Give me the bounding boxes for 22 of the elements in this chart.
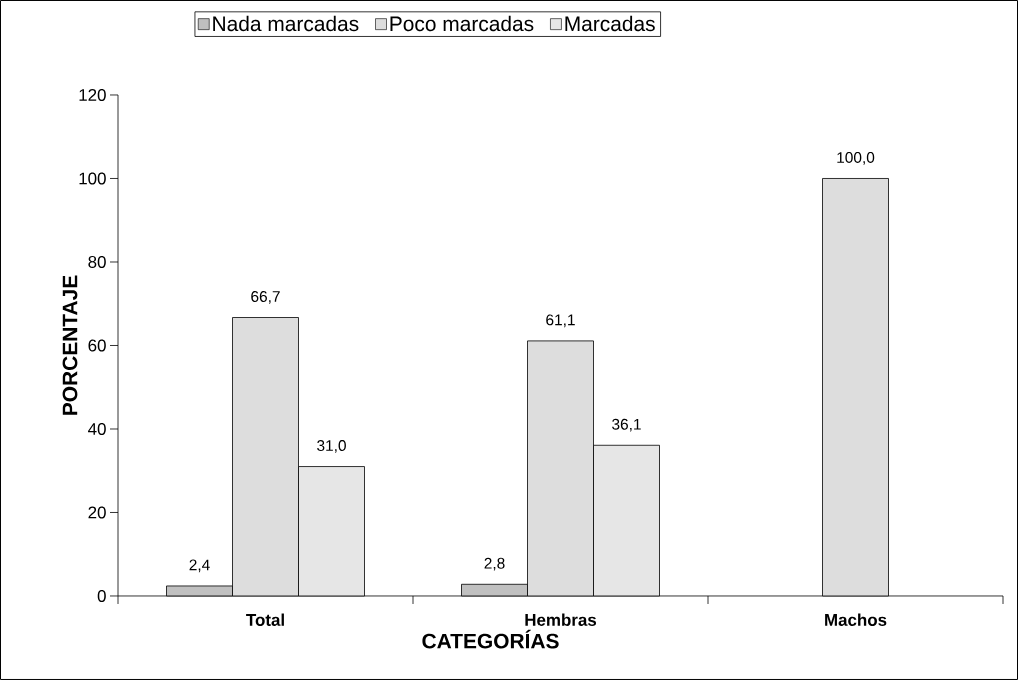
data-label: 66,7: [251, 291, 280, 304]
legend-label: Poco marcadas: [390, 15, 534, 32]
x-tick-label: Total: [246, 613, 284, 626]
y-tick-label: 60: [88, 339, 106, 352]
legend-label: Nada marcadas: [213, 15, 359, 32]
y-tick-label: 80: [88, 255, 106, 268]
y-tick-label: 100: [79, 172, 106, 185]
y-tick-label: 0: [97, 589, 106, 602]
x-tick-label: Machos: [825, 613, 887, 626]
x-axis-title: CATEGORÍAS: [422, 629, 559, 649]
x-tick-label: Hembras: [525, 613, 597, 626]
y-tick-label: 20: [88, 506, 106, 519]
data-label: 2,8: [484, 557, 505, 571]
data-label: 36,1: [612, 418, 641, 432]
y-tick-label: 40: [88, 422, 106, 435]
y-tick-label: 120: [79, 88, 106, 101]
legend-label: Marcadas: [565, 15, 655, 32]
data-label: 61,1: [546, 314, 575, 328]
data-label: 100,0: [837, 152, 875, 165]
data-label: 31,0: [317, 440, 346, 453]
data-label: 2,4: [189, 559, 210, 573]
y-axis-title: PORCENTAJE: [62, 275, 78, 415]
